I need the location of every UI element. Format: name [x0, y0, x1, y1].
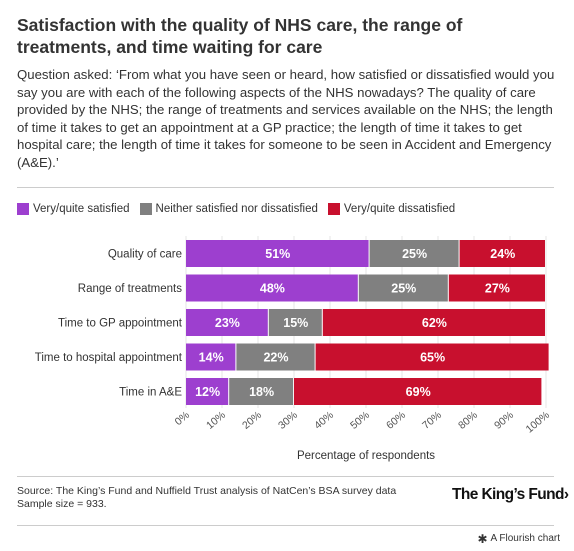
- bar-very-quite-dissatisfied-time-to-gp-appointment: [322, 309, 545, 336]
- stacked-bar-chart: Quality of care 51% 25% 24% Range of treatme…: [35, 236, 552, 462]
- source-text: Source: The King’s Fund and Nuffield Tru…: [17, 485, 397, 497]
- data-label-neither-satisfied-nor-dissatisfied-range-of-treatments: 25%: [391, 282, 416, 296]
- data-label-neither-satisfied-nor-dissatisfied-time-to-hospital-appointment: 22%: [263, 351, 288, 365]
- kings-fund-logo: The King’s Fund›: [452, 486, 569, 504]
- footer-source: Source: The King’s Fund and Nuffield Tru…: [17, 485, 396, 511]
- legend-label-satisfied: Very/quite satisfied: [33, 203, 130, 215]
- x-tick-label: 50%: [348, 409, 372, 432]
- data-label-neither-satisfied-nor-dissatisfied-time-in-a-e: 18%: [249, 385, 274, 399]
- bar-very-quite-satisfied-time-to-gp-appointment: [186, 309, 268, 336]
- data-label-very-quite-dissatisfied-quality-of-care: 24%: [490, 247, 515, 261]
- bar-very-quite-satisfied-range-of-treatments: [186, 274, 358, 302]
- x-axis-title: Percentage of respondents: [297, 450, 435, 462]
- flourish-credit[interactable]: ✱ A Flourish chart: [477, 531, 560, 546]
- x-tick-label: 0%: [173, 409, 192, 428]
- legend-swatch-neither: [139, 203, 152, 215]
- data-label-very-quite-satisfied-time-in-a-e: 12%: [195, 385, 220, 399]
- x-tick-label: 20%: [240, 409, 264, 432]
- logo-text: The King’s Fund: [452, 486, 564, 503]
- top-divider: [17, 187, 554, 188]
- x-tick-label: 100%: [524, 409, 552, 435]
- x-tick-label: 10%: [204, 409, 228, 432]
- category-label-range-of-treatments: Range of treatments: [78, 283, 182, 295]
- bar-very-quite-dissatisfied-quality-of-care: [459, 240, 545, 267]
- bar-neither-satisfied-nor-dissatisfied-time-to-gp-appointment: [268, 309, 322, 336]
- bottom-divider: [17, 525, 554, 526]
- bar-neither-satisfied-nor-dissatisfied-time-in-a-e: [229, 378, 293, 405]
- data-label-very-quite-satisfied-time-to-hospital-appointment: 14%: [199, 351, 224, 365]
- data-label-very-quite-dissatisfied-time-in-a-e: 69%: [406, 385, 431, 399]
- legend-swatch-dissatisfied: [327, 203, 340, 215]
- bar-neither-satisfied-nor-dissatisfied-range-of-treatments: [358, 274, 448, 302]
- x-tick-label: 60%: [384, 409, 408, 432]
- data-label-very-quite-dissatisfied-time-to-hospital-appointment: 65%: [420, 351, 445, 365]
- x-tick-label: 30%: [276, 409, 300, 432]
- x-tick-label: 70%: [420, 409, 444, 432]
- legend-label-neither: Neither satisfied nor dissatisfied: [155, 203, 318, 215]
- x-tick-label: 40%: [312, 409, 336, 432]
- category-label-quality-of-care: Quality of care: [108, 249, 182, 261]
- data-label-very-quite-satisfied-time-to-gp-appointment: 23%: [215, 316, 240, 330]
- data-label-very-quite-satisfied-range-of-treatments: 48%: [260, 282, 285, 296]
- data-label-very-quite-dissatisfied-time-to-gp-appointment: 62%: [422, 316, 447, 330]
- bar-very-quite-dissatisfied-time-to-hospital-appointment: [315, 343, 549, 371]
- data-label-very-quite-satisfied-quality-of-care: 51%: [265, 247, 290, 261]
- star-icon: ✱: [477, 531, 488, 546]
- category-label-time-in-a-e: Time in A&E: [119, 387, 182, 399]
- bar-very-quite-satisfied-time-to-hospital-appointment: [186, 343, 236, 371]
- bar-neither-satisfied-nor-dissatisfied-quality-of-care: [369, 240, 459, 267]
- data-label-very-quite-dissatisfied-range-of-treatments: 27%: [485, 282, 510, 296]
- logo-arrow: ›: [563, 486, 569, 503]
- category-label-time-to-gp-appointment: Time to GP appointment: [58, 318, 183, 330]
- bar-neither-satisfied-nor-dissatisfied-time-to-hospital-appointment: [236, 343, 315, 371]
- legend-label-dissatisfied: Very/quite dissatisfied: [343, 203, 456, 215]
- chart-subtitle: Question asked: ‘From what you have seen…: [17, 67, 555, 170]
- legend-swatch-satisfied: [17, 203, 29, 215]
- legend-item-dissatisfied[interactable]: Very/quite dissatisfied: [327, 203, 456, 215]
- data-label-neither-satisfied-nor-dissatisfied-time-to-gp-appointment: 15%: [283, 316, 308, 330]
- bar-very-quite-dissatisfied-time-in-a-e: [294, 378, 542, 405]
- bar-very-quite-satisfied-quality-of-care: [186, 240, 369, 267]
- x-tick-label: 90%: [492, 409, 516, 432]
- footer-top-divider: [17, 476, 554, 477]
- chart-title: Satisfaction with the quality of NHS car…: [17, 15, 463, 57]
- legend-item-neither[interactable]: Neither satisfied nor dissatisfied: [139, 203, 318, 215]
- x-tick-label: 80%: [456, 409, 480, 432]
- flourish-credit-text: A Flourish chart: [490, 533, 560, 544]
- bar-very-quite-dissatisfied-range-of-treatments: [448, 274, 545, 302]
- sample-size-text: Sample size = 933.: [17, 498, 107, 510]
- category-label-time-to-hospital-appointment: Time to hospital appointment: [35, 352, 183, 364]
- legend-item-satisfied[interactable]: Very/quite satisfied: [17, 203, 130, 215]
- data-label-neither-satisfied-nor-dissatisfied-quality-of-care: 25%: [402, 247, 427, 261]
- bar-very-quite-satisfied-time-in-a-e: [186, 378, 229, 405]
- legend: Very/quite satisfied Neither satisfied n…: [17, 203, 465, 215]
